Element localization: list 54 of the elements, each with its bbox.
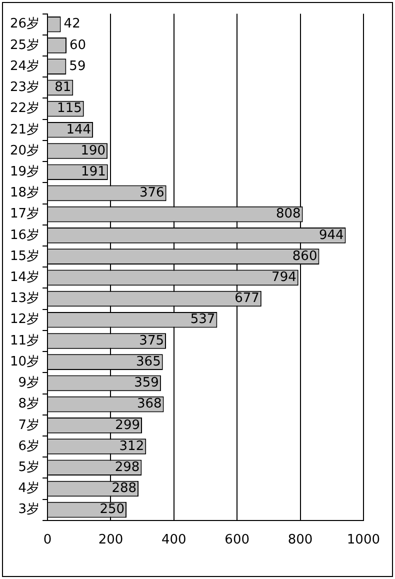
x-tick-label: 600 <box>224 532 250 548</box>
data-label: 359 <box>134 376 159 391</box>
data-label: 375 <box>139 333 164 348</box>
data-label: 794 <box>272 270 296 286</box>
y-tick-label: 11岁 <box>10 333 40 348</box>
y-tick-label: 17岁 <box>10 206 40 222</box>
x-tick-label: 1000 <box>346 532 380 548</box>
y-tick-label: 8岁 <box>18 396 40 412</box>
y-tick-label: 20岁 <box>10 143 40 158</box>
data-label: 299 <box>115 418 140 433</box>
y-tick-label: 13岁 <box>10 291 40 306</box>
data-label: 376 <box>140 186 164 201</box>
y-tick-label: 14岁 <box>10 270 40 286</box>
y-tick-label: 10岁 <box>10 354 40 370</box>
y-tick-label: 26岁 <box>10 16 40 32</box>
data-label: 298 <box>114 460 140 476</box>
y-tick-label: 4岁 <box>18 481 40 496</box>
y-tick-label: 22岁 <box>10 101 40 116</box>
data-label: 191 <box>81 164 106 180</box>
data-label: 42 <box>64 16 80 32</box>
data-label: 860 <box>292 248 318 264</box>
y-tick-label: 23岁 <box>10 80 40 96</box>
data-label: 808 <box>276 206 301 222</box>
data-label: 190 <box>80 143 106 158</box>
x-tick-label: 800 <box>288 532 313 548</box>
y-tick-label: 9岁 <box>18 376 40 391</box>
data-label: 250 <box>100 502 125 518</box>
y-tick-label: 6岁 <box>18 438 40 454</box>
y-tick-label: 3岁 <box>18 502 40 518</box>
y-tick-label: 7岁 <box>18 418 40 433</box>
y-tick-label: 5岁 <box>18 460 40 476</box>
y-tick-label: 16岁 <box>10 228 40 243</box>
data-label: 312 <box>119 438 144 454</box>
y-tick-label: 18岁 <box>10 186 40 201</box>
data-label: 115 <box>57 101 82 116</box>
data-label: 60 <box>69 38 86 53</box>
data-label: 944 <box>318 228 344 243</box>
x-tick-label: 400 <box>161 532 186 548</box>
y-tick-label: 25岁 <box>10 38 40 53</box>
y-tick-label: 19岁 <box>10 164 40 180</box>
data-label: 288 <box>112 481 137 496</box>
data-label: 537 <box>190 312 216 328</box>
data-label: 59 <box>69 58 86 74</box>
y-tick-label: 24岁 <box>10 58 40 74</box>
x-tick-label: 0 <box>43 532 52 548</box>
x-tick-label: 200 <box>98 532 124 548</box>
data-label: 368 <box>136 396 162 412</box>
data-label: 81 <box>54 80 72 96</box>
y-tick-label: 21岁 <box>10 122 40 138</box>
data-label: 144 <box>66 122 92 138</box>
y-tick-label: 12岁 <box>10 312 40 328</box>
y-tick-label: 15岁 <box>10 248 40 264</box>
data-label: 677 <box>234 291 260 306</box>
data-label: 365 <box>136 354 161 370</box>
